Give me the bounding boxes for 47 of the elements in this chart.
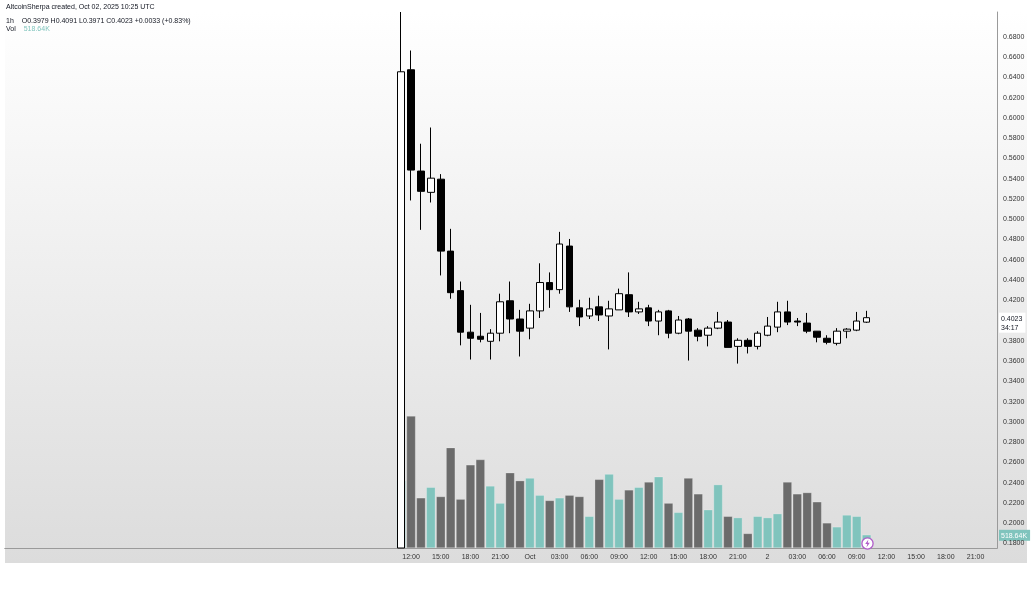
candlestick (437, 173, 445, 276)
candlestick (685, 317, 692, 362)
candlestick (477, 312, 484, 343)
candlestick (734, 337, 742, 365)
candlestick (417, 143, 425, 231)
candlestick (645, 304, 652, 327)
candlestick (823, 334, 831, 345)
candlestick (675, 315, 682, 335)
candlestick (833, 327, 841, 346)
candlestick (586, 297, 593, 320)
candlestick (447, 228, 454, 300)
candlestick (803, 312, 811, 334)
candlestick (635, 301, 643, 315)
candlestick (863, 310, 870, 324)
candlestick (576, 299, 583, 327)
candlestick (526, 303, 534, 340)
candlestick (704, 325, 712, 347)
candlestick (427, 127, 435, 203)
candlestick (546, 271, 553, 309)
candlestick (487, 328, 494, 361)
candlestick (714, 311, 722, 330)
candlestick (774, 301, 781, 333)
candlestick (615, 288, 623, 311)
candlestick (407, 50, 415, 201)
candlestick (754, 330, 761, 350)
candlestick (566, 238, 573, 313)
candlestick (506, 281, 514, 334)
candlestick (625, 271, 633, 318)
candlestick (744, 337, 752, 354)
candlestick (794, 317, 801, 327)
candlestick (496, 293, 504, 342)
candlestick (536, 262, 544, 319)
candlestick (764, 316, 771, 337)
candlestick (665, 309, 672, 339)
candlestick (843, 327, 851, 339)
candlestick (467, 304, 474, 361)
candlestick (784, 300, 791, 326)
candlestick (556, 231, 563, 295)
candlestick (655, 309, 662, 336)
candlestick (724, 319, 732, 348)
candlestick (605, 300, 613, 350)
candlestick (595, 295, 603, 322)
candlestick (694, 327, 702, 342)
candlestick (853, 311, 860, 332)
candlestick (516, 309, 524, 357)
candlestick (457, 281, 464, 346)
candlestick (813, 330, 821, 343)
